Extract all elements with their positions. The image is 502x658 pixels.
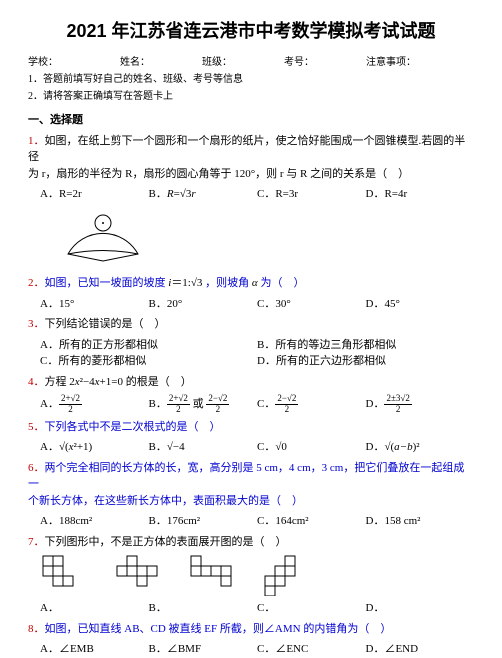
q2-text: 如图，已知一坡面的坡度 i＝1:√3 ，则坡角 α 为（ ）: [45, 277, 305, 289]
q1-text1: 如图，在纸上剪下一个圆形和一个扇形的纸片，使之恰好能围成一个圆锥模型.若圆的半径: [28, 135, 465, 164]
q7-optD: D．: [366, 600, 475, 617]
q1-optA: A．R=2r: [40, 186, 149, 203]
q7-fig-a: [38, 554, 98, 596]
q7-opts: A． B． C． D．: [40, 600, 474, 617]
q2-optD: D．45°: [366, 296, 475, 313]
qnum-8: 8．: [28, 623, 45, 635]
question-6: 6．两个完全相同的长方体的长，宽，高分别是 5 cm，4 cm，3 cm，把它们…: [28, 460, 474, 510]
q7-optB: B．: [149, 600, 258, 617]
q5-optA: A．√(x²+1): [40, 439, 149, 456]
q8-opts: A．∠EMB B．∠BMF C．∠ENC D．∠END: [40, 641, 474, 658]
question-5: 5．下列各式中不是二次根式的是（ ）: [28, 419, 474, 436]
q7-fig-d: [260, 554, 320, 596]
q1-opts: A．R=2r B．R=√3r C．R=3r D．R=4r: [40, 186, 474, 203]
q8-optB: B．∠BMF: [149, 641, 258, 658]
question-7: 7．下列图形中，不是正方体的表面展开图的是（ ）: [28, 534, 474, 551]
q7-text: 下列图形中，不是正方体的表面展开图的是（ ）: [45, 536, 287, 548]
question-4: 4．方程 2x²−4x+1=0 的根是（ ）: [28, 374, 474, 391]
question-8: 8．如图，已知直线 AB、CD 被直线 EF 所截，则∠AMN 的内错角为（ ）: [28, 621, 474, 638]
note-1: 1．答题前填写好自己的姓名、班级、考号等信息: [28, 72, 474, 87]
name-label: 姓名：: [120, 55, 150, 70]
q2-optC: C．30°: [257, 296, 366, 313]
q5-opts: A．√(x²+1) B．√−4 C．√0 D．√(a−b)²: [40, 439, 474, 456]
question-1: 1．如图，在纸上剪下一个圆形和一个扇形的纸片，使之恰好能围成一个圆锥模型.若圆的…: [28, 133, 474, 183]
section-title-1: 一、选择题: [28, 112, 474, 129]
q3-text: 下列结论错误的是（ ）: [45, 318, 166, 330]
q5-optC: C．√0: [257, 439, 366, 456]
q1-text2: 为 r，扇形的半径为 R，扇形的圆心角等于 120°，则 r 与 R 之间的关系…: [28, 166, 474, 183]
examno-label: 考号：: [284, 55, 314, 70]
header-info: 学校： 姓名： 班级： 考号： 注意事项：: [28, 55, 474, 70]
qnum-6: 6．: [28, 462, 45, 474]
q4-opts: A．2+√22 B．2+√22 或 2−√22 C．2−√22 D．2±3√22: [40, 394, 474, 415]
question-2: 2．如图，已知一坡面的坡度 i＝1:√3 ，则坡角 α 为（ ）: [28, 275, 474, 292]
q8-optD: D．∠END: [366, 641, 475, 658]
q6-optB: B．176cm²: [149, 513, 258, 530]
q5-optD: D．√(a−b)²: [366, 439, 475, 456]
qnum-3: 3．: [28, 318, 45, 330]
q1-optD: D．R=4r: [366, 186, 475, 203]
q7-optA: A．: [40, 600, 149, 617]
q5-text: 下列各式中不是二次根式的是（ ）: [45, 421, 221, 433]
q6-opts: A．188cm² B．176cm² C．164cm² D．158 cm²: [40, 513, 474, 530]
q3-optC: C．所有的菱形都相似: [40, 353, 257, 370]
q2-optA: A．15°: [40, 296, 149, 313]
question-3: 3．下列结论错误的是（ ）: [28, 316, 474, 333]
page-title: 2021 年江苏省连云港市中考数学模拟考试试题: [28, 18, 474, 45]
qnum-5: 5．: [28, 421, 45, 433]
q1-optC: C．R=3r: [257, 186, 366, 203]
q3-opts: A．所有的正方形都相似 B．所有的等边三角形都相似 C．所有的菱形都相似 D．所…: [40, 337, 474, 370]
q5-optB: B．√−4: [149, 439, 258, 456]
q2-optB: B．20°: [149, 296, 258, 313]
q3-optA: A．所有的正方形都相似: [40, 337, 257, 354]
qnum-2: 2．: [28, 277, 45, 289]
q6-text1: 两个完全相同的长方体的长，宽，高分别是 5 cm，4 cm，3 cm，把它们叠放…: [28, 462, 464, 491]
q4-optB: B．2+√22 或 2−√22: [149, 394, 258, 415]
q7-fig-b: [112, 554, 172, 596]
notice-label: 注意事项：: [366, 55, 416, 70]
school-label: 学校：: [28, 55, 58, 70]
q7-fig-c: [186, 554, 246, 596]
q1-figure: [58, 209, 474, 270]
q4-optC: C．2−√22: [257, 394, 366, 415]
q7-figures: [38, 554, 474, 596]
qnum-7: 7．: [28, 536, 45, 548]
qnum-4: 4．: [28, 376, 45, 388]
q2-opts: A．15° B．20° C．30° D．45°: [40, 296, 474, 313]
q8-text: 如图，已知直线 AB、CD 被直线 EF 所截，则∠AMN 的内错角为（ ）: [45, 623, 392, 635]
q4-text: 方程 2x²−4x+1=0 的根是（ ）: [45, 376, 192, 388]
note-2: 2．请将答案正确填写在答题卡上: [28, 89, 474, 104]
q8-optA: A．∠EMB: [40, 641, 149, 658]
q3-optB: B．所有的等边三角形都相似: [257, 337, 474, 354]
q6-optD: D．158 cm²: [366, 513, 475, 530]
q3-optD: D．所有的正六边形都相似: [257, 353, 474, 370]
q6-optA: A．188cm²: [40, 513, 149, 530]
qnum-1: 1．: [28, 135, 45, 147]
q6-text2: 个新长方体，在这些新长方体中，表面积最大的是（ ）: [28, 493, 474, 510]
q4-optA: A．2+√22: [40, 394, 149, 415]
q1-optB: B．R=√3r: [149, 186, 258, 203]
q8-optC: C．∠ENC: [257, 641, 366, 658]
q4-optD: D．2±3√22: [366, 394, 475, 415]
q7-optC: C．: [257, 600, 366, 617]
q6-optC: C．164cm²: [257, 513, 366, 530]
class-label: 班级：: [202, 55, 232, 70]
